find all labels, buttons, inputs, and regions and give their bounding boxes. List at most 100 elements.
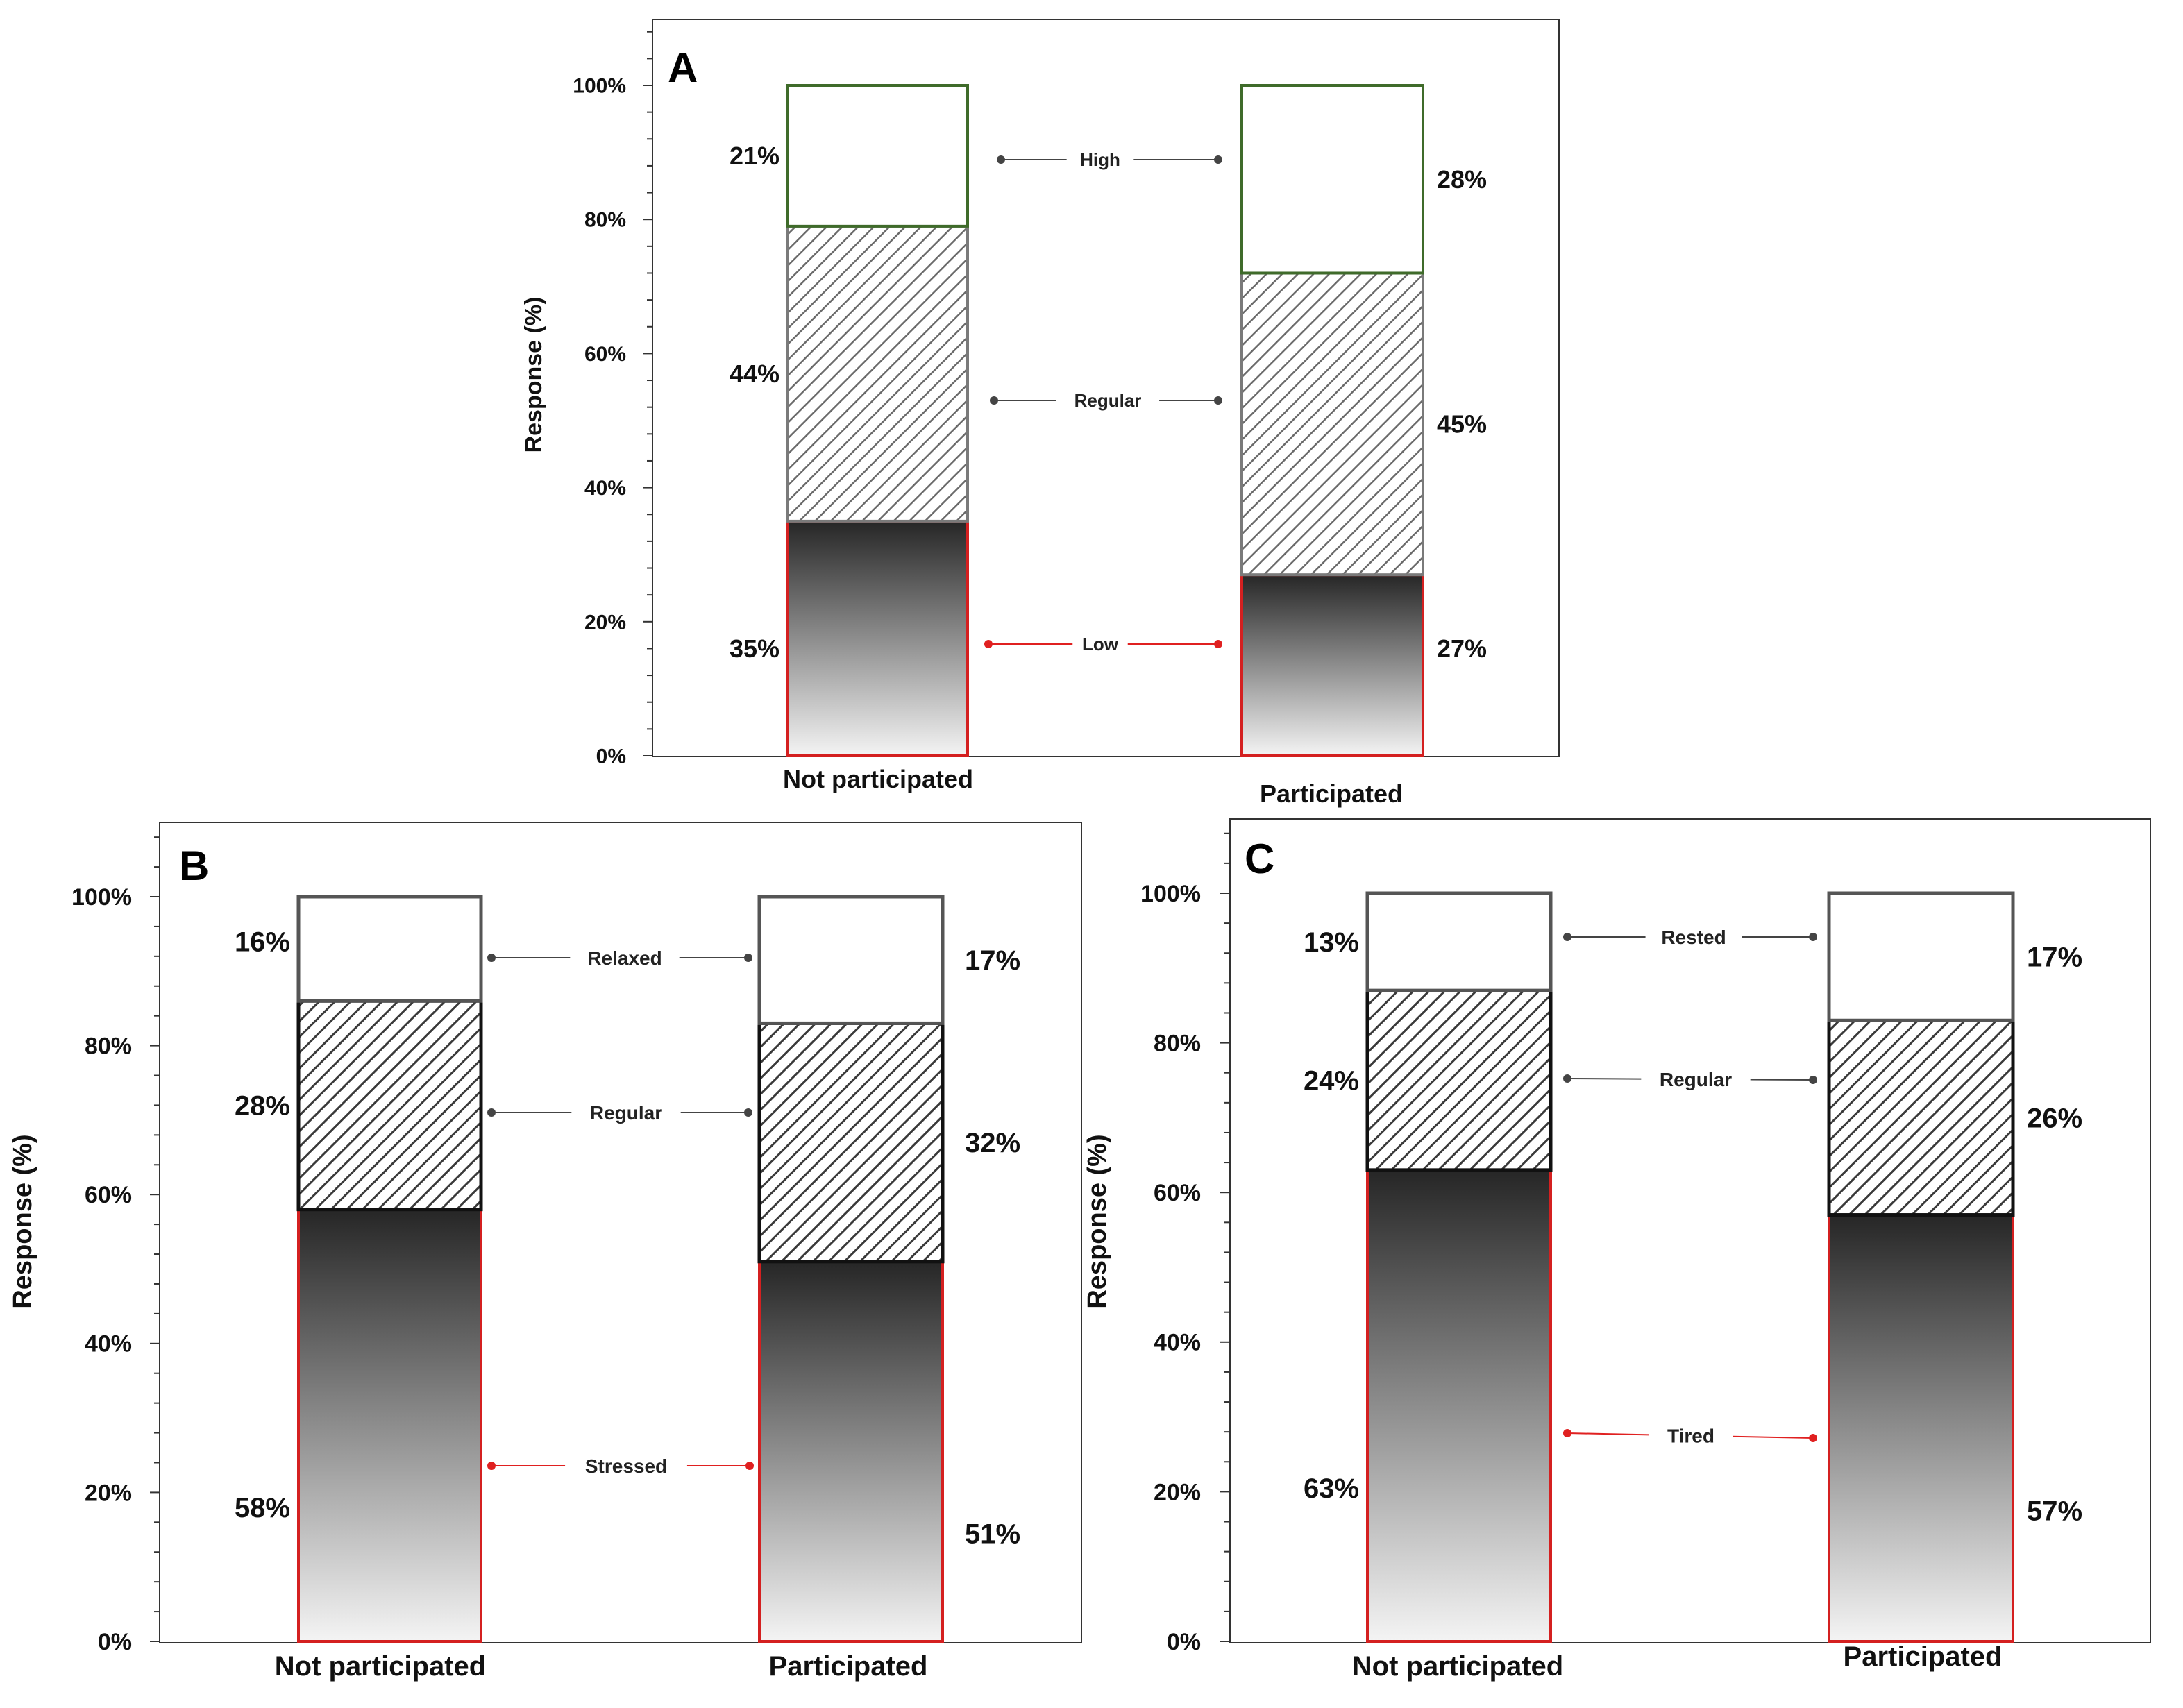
y-tick-label: 40% <box>584 477 626 500</box>
y-axis-label: Response (%) <box>1083 1134 1112 1308</box>
y-axis-label: Response (%) <box>8 1134 37 1308</box>
bar-segment-relaxed-not-participated <box>296 895 483 1003</box>
bar-segment-high-not-participated <box>786 84 969 228</box>
legend-label-rested: Rested <box>1661 927 1726 948</box>
y-tick-label: 60% <box>584 343 626 366</box>
connector-dot-left <box>1563 1429 1571 1437</box>
y-tick-label: 60% <box>85 1182 132 1208</box>
legend-label-relaxed: Relaxed <box>587 947 661 969</box>
legend-label-high: High <box>1080 149 1120 170</box>
connector-dot-right <box>1809 933 1817 941</box>
y-tick-label: 100% <box>573 75 626 98</box>
y-tick-label: 80% <box>584 209 626 232</box>
y-tick-label: 100% <box>1140 881 1201 907</box>
data-label-stressed: 58% <box>235 1493 290 1523</box>
y-tick-label: 20% <box>85 1480 132 1506</box>
bar-segment-regular-participated <box>757 1021 945 1264</box>
bar-segment-regular-participated <box>1240 271 1424 577</box>
x-category-label: Participated <box>1260 779 1403 808</box>
y-tick-label: 100% <box>71 884 132 911</box>
y-tick-label: 80% <box>1154 1031 1201 1057</box>
data-label-regular: 32% <box>965 1128 1020 1158</box>
panel-c: 0% 20% 40% 60% 80% 100% Response (%) C Not parti… <box>1083 818 2151 1682</box>
connector-dot-right <box>744 1108 752 1117</box>
bar-segment-regular-not-participated <box>786 224 969 523</box>
y-tick-label: 40% <box>85 1331 132 1358</box>
panel-letter: C <box>1245 836 1274 882</box>
bar-segment-regular-not-participated <box>296 999 483 1212</box>
connector-dot-left <box>1563 933 1571 941</box>
data-label-regular: 26% <box>2027 1103 2082 1133</box>
bar-segment-tired-participated <box>1828 1213 2014 1643</box>
bar-segment-low-participated <box>1240 573 1424 757</box>
data-label-high: 28% <box>1437 165 1487 194</box>
connector-dot-left <box>984 640 993 648</box>
y-tick-label: 0% <box>1167 1629 1201 1655</box>
x-category-label: Participated <box>1844 1641 2003 1672</box>
data-label-tired: 57% <box>2027 1496 2082 1526</box>
bar-segment-stressed-participated <box>758 1260 944 1643</box>
bar-segment-high-participated <box>1240 84 1424 275</box>
bar-segment-tired-not-participated <box>1366 1168 1552 1643</box>
y-tick-label: 0% <box>98 1629 132 1655</box>
connector-line-right <box>1750 1079 1814 1081</box>
legend-connector-tired: Tired <box>1563 1425 1817 1446</box>
panel-b: 0% 20% 40% 60% 80% 100% Response (%) B Not parti… <box>8 822 1082 1682</box>
plot-frame <box>652 19 1560 757</box>
bar-segment-regular-not-participated <box>1365 988 1553 1172</box>
legend-connector-regular: Regular <box>1563 1069 1817 1090</box>
legend-label-stressed: Stressed <box>585 1455 667 1477</box>
y-tick-label: 40% <box>1154 1330 1201 1356</box>
bar-segment-stressed-not-participated <box>297 1208 482 1643</box>
connector-dot-left <box>487 1462 496 1470</box>
connector-dot-right <box>1214 396 1222 405</box>
y-tick-label: 20% <box>584 611 626 634</box>
plot-frame <box>1229 818 2151 1643</box>
legend-label-low: Low <box>1082 634 1119 654</box>
bar-segment-relaxed-participated <box>757 895 945 1025</box>
bar-segment-regular-participated <box>1827 1018 2015 1217</box>
legend-connector-regular: Regular <box>487 1102 752 1124</box>
connector-line-left <box>1567 1432 1649 1436</box>
legend-connector-stressed: Stressed <box>487 1455 754 1477</box>
connector-line-right <box>1733 1435 1814 1439</box>
data-label-high: 21% <box>730 142 779 170</box>
data-label-relaxed: 17% <box>965 945 1020 976</box>
legend-connector-high: High <box>997 149 1222 170</box>
bar-segment-rested-participated <box>1827 891 2015 1022</box>
x-category-label: Not participated <box>783 765 973 793</box>
y-tick-label: 80% <box>85 1033 132 1060</box>
legend-label-regular: Regular <box>590 1102 662 1124</box>
connector-dot-right <box>1809 1076 1817 1084</box>
bar-segment-rested-not-participated <box>1365 891 1553 992</box>
connector-dot-left <box>990 396 998 405</box>
panel-a: 0% 20% 40% 60% 80% 100% Response (%) A Not parti… <box>521 19 1560 808</box>
y-axis-label: Response (%) <box>521 297 547 453</box>
connector-dot-left <box>487 954 496 962</box>
connector-dot-right <box>744 954 752 962</box>
connector-dot-left <box>487 1108 496 1117</box>
data-label-tired: 63% <box>1304 1473 1359 1504</box>
legend-label-regular: Regular <box>1660 1069 1732 1090</box>
panel-letter: B <box>179 843 209 889</box>
connector-dot-right <box>1214 640 1222 648</box>
x-category-label: Not participated <box>275 1651 486 1682</box>
data-label-rested: 17% <box>2027 942 2082 973</box>
data-label-rested: 13% <box>1304 927 1359 958</box>
panel-letter: A <box>668 44 698 91</box>
legend-label-regular: Regular <box>1074 390 1142 411</box>
connector-dot-left <box>997 155 1005 164</box>
data-label-regular: 44% <box>730 360 779 388</box>
data-label-relaxed: 16% <box>235 927 290 957</box>
y-tick-label: 60% <box>1154 1180 1201 1206</box>
legend-connector-rested: Rested <box>1563 927 1817 948</box>
connector-dot-right <box>1214 155 1222 164</box>
connector-dot-right <box>1809 1434 1817 1442</box>
legend-label-tired: Tired <box>1667 1425 1714 1446</box>
data-label-regular: 45% <box>1437 409 1487 438</box>
x-category-label: Not participated <box>1352 1651 1563 1682</box>
legend-connector-regular: Regular <box>990 390 1222 411</box>
legend-connector-low: Low <box>984 634 1222 654</box>
connector-dot-right <box>745 1462 754 1470</box>
